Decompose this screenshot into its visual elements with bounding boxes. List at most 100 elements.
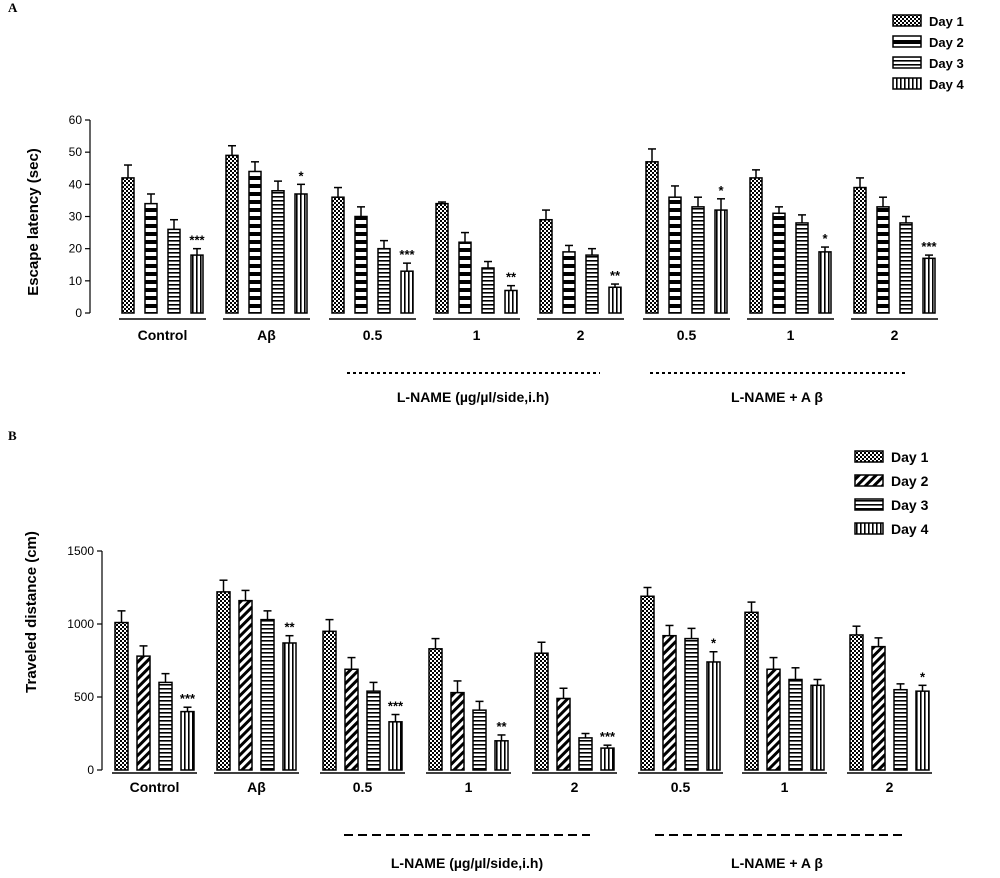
significance-annotation: *** (921, 239, 937, 254)
group-label-lname-ab: L-NAME + A β (731, 855, 823, 871)
category-label: Aβ (257, 327, 276, 343)
group-label-lname-ab: L-NAME + A β (731, 389, 823, 405)
bar (608, 286, 622, 314)
bar (144, 202, 158, 314)
bar (915, 690, 930, 771)
bar (366, 690, 381, 771)
bar (354, 215, 368, 314)
bar (795, 222, 809, 314)
group-label-lname: L-NAME (µg/µl/side,i.h) (397, 389, 549, 405)
category-label: Aβ (247, 779, 266, 795)
bar (766, 668, 781, 771)
significance-annotation: * (298, 168, 304, 183)
bar (585, 254, 599, 314)
category-label: 0.5 (671, 779, 691, 795)
bar (458, 241, 472, 314)
bar (922, 257, 936, 314)
bars: ********* ******* (121, 144, 938, 314)
bar (818, 251, 832, 314)
bar (388, 721, 403, 771)
bar (216, 591, 231, 771)
category-label: 0.5 (353, 779, 373, 795)
significance-annotation: *** (189, 233, 205, 248)
bar (504, 289, 518, 314)
significance-annotation: *** (399, 247, 415, 262)
bar (167, 228, 181, 314)
y-axis-label: Escape latency (sec) (25, 148, 42, 296)
legend-swatch (854, 498, 884, 511)
legend-label: Day 3 (929, 56, 964, 71)
y-tick-label: 40 (69, 177, 83, 191)
bar (899, 222, 913, 314)
bar (853, 186, 867, 314)
bar (494, 740, 509, 771)
y-tick-label: 0 (75, 306, 82, 320)
category-label: 1 (473, 327, 481, 343)
bar (400, 270, 414, 314)
significance-annotation: * (920, 669, 926, 684)
bar (562, 251, 576, 314)
legend: Day 1 Day 2 Day 3 Day 4 (892, 14, 964, 92)
bar (534, 652, 549, 771)
bar (472, 709, 487, 771)
bar (435, 202, 449, 314)
category-labels: Control Aβ 0.5 1 2 0.5 1 2 (112, 772, 932, 795)
bar (749, 177, 763, 314)
legend: Day 1 Day 2 Day 3 Day 4 (854, 449, 929, 537)
bar (282, 642, 297, 771)
y-tick-label: 50 (69, 145, 83, 159)
bar (322, 630, 337, 771)
bar (271, 190, 285, 314)
legend-label: Day 4 (929, 77, 964, 92)
legend-label: Day 1 (929, 14, 964, 29)
bar (744, 611, 759, 771)
significance-annotation: ** (496, 719, 507, 734)
bar (136, 655, 151, 771)
bars: *************** (114, 579, 930, 771)
bar (450, 691, 465, 771)
panel-label: A (8, 0, 18, 15)
bar (640, 595, 655, 771)
category-label: 0.5 (363, 327, 383, 343)
bar (331, 196, 345, 314)
significance-annotation: *** (180, 691, 196, 706)
group-label-lname: L-NAME (µg/µl/side,i.h) (391, 855, 543, 871)
y-tick-label: 500 (74, 690, 94, 704)
legend-swatch (854, 474, 884, 487)
legend-label: Day 2 (891, 473, 929, 489)
category-label: Control (138, 327, 188, 343)
y-ticks: 0 500 1000 1500 (67, 544, 102, 777)
bar (180, 710, 195, 771)
category-label: 1 (465, 779, 473, 795)
category-label: 2 (577, 327, 585, 343)
y-tick-label: 0 (87, 763, 94, 777)
category-labels: Control Aβ 0.5 1 2 0.5 1 2 (119, 318, 938, 343)
significance-annotation: *** (388, 699, 404, 714)
bar (662, 634, 677, 771)
y-tick-label: 30 (69, 210, 83, 224)
y-tick-label: 1000 (67, 617, 94, 631)
bar (714, 209, 728, 314)
significance-annotation: * (822, 231, 828, 246)
bar (238, 599, 253, 771)
bar (849, 634, 864, 771)
bar (158, 681, 173, 771)
bar (772, 212, 786, 314)
y-tick-label: 1500 (67, 544, 94, 558)
legend-swatch (892, 35, 922, 48)
significance-annotation: *** (600, 729, 616, 744)
bar (578, 737, 593, 771)
bar (121, 177, 135, 314)
bar (684, 637, 699, 771)
bar (481, 267, 495, 314)
bar (248, 170, 262, 314)
significance-annotation: * (711, 636, 717, 651)
bar (294, 193, 308, 314)
bar (706, 661, 721, 771)
category-label: Control (130, 779, 180, 795)
legend-label: Day 2 (929, 35, 964, 50)
legend-swatch (892, 77, 922, 90)
